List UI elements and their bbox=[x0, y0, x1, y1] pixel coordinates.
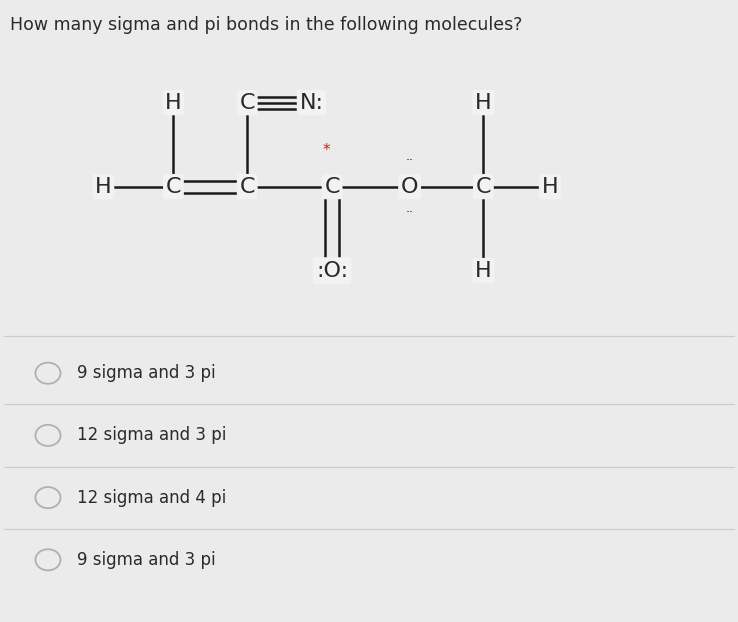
Text: 9 sigma and 3 pi: 9 sigma and 3 pi bbox=[77, 551, 216, 569]
Text: ··: ·· bbox=[406, 154, 413, 167]
Text: C: C bbox=[165, 177, 182, 197]
Text: O: O bbox=[401, 177, 418, 197]
Text: 12 sigma and 3 pi: 12 sigma and 3 pi bbox=[77, 427, 227, 444]
Text: C: C bbox=[324, 177, 340, 197]
Text: C: C bbox=[239, 93, 255, 113]
Text: H: H bbox=[165, 93, 182, 113]
Text: C: C bbox=[239, 177, 255, 197]
Text: N:: N: bbox=[300, 93, 323, 113]
Text: H: H bbox=[95, 177, 111, 197]
Text: 9 sigma and 3 pi: 9 sigma and 3 pi bbox=[77, 364, 216, 382]
Text: C: C bbox=[475, 177, 492, 197]
Text: H: H bbox=[475, 261, 492, 281]
Text: ··: ·· bbox=[406, 207, 413, 219]
Text: How many sigma and pi bonds in the following molecules?: How many sigma and pi bonds in the follo… bbox=[10, 16, 522, 34]
Text: H: H bbox=[542, 177, 558, 197]
Text: H: H bbox=[475, 93, 492, 113]
Text: :O:: :O: bbox=[316, 261, 348, 281]
Text: *: * bbox=[323, 143, 330, 158]
Text: 12 sigma and 4 pi: 12 sigma and 4 pi bbox=[77, 489, 227, 506]
